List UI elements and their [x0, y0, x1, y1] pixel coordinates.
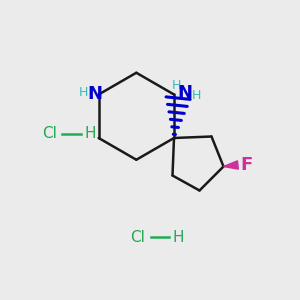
Polygon shape	[224, 161, 238, 169]
Text: F: F	[241, 156, 253, 174]
Text: H: H	[192, 89, 201, 103]
Text: H: H	[173, 230, 184, 244]
Text: Cl: Cl	[42, 126, 57, 141]
Text: H: H	[84, 126, 96, 141]
Text: Cl: Cl	[130, 230, 146, 244]
Text: N: N	[88, 85, 103, 103]
Text: H: H	[171, 79, 181, 92]
Text: N: N	[178, 84, 193, 102]
Text: H: H	[78, 86, 88, 99]
